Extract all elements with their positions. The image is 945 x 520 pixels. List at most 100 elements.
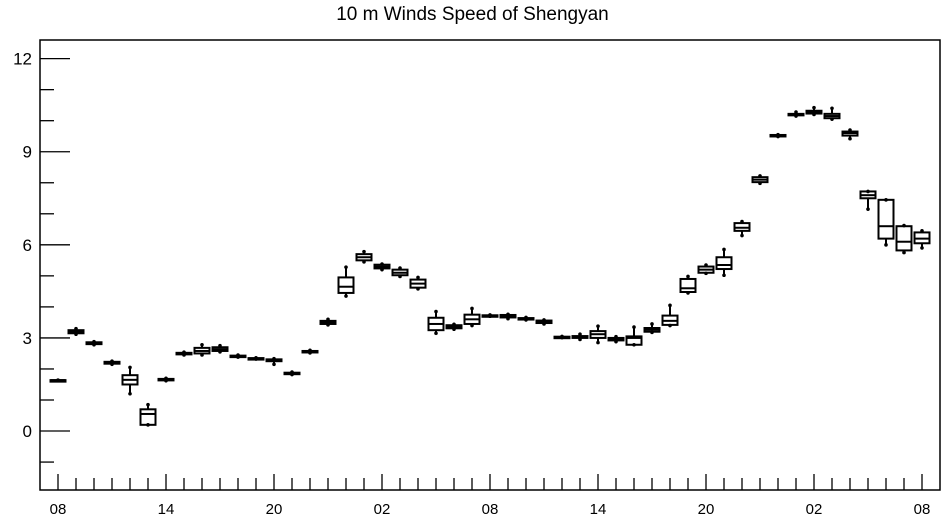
box-max-point — [830, 106, 834, 111]
box-min-point — [164, 378, 168, 383]
box-min-point — [470, 323, 474, 328]
box-iqr — [337, 276, 355, 294]
box-min-point — [92, 342, 96, 347]
box-min-point — [758, 181, 762, 186]
box-iqr — [877, 198, 895, 240]
box-min-point — [128, 391, 132, 396]
box-max-point — [650, 322, 654, 326]
box-item — [913, 229, 931, 250]
box-item — [661, 303, 679, 328]
box-min-point — [560, 335, 564, 340]
x-tick-label: 20 — [698, 501, 715, 518]
box-item — [841, 128, 859, 141]
box-item — [121, 365, 139, 396]
box-item — [697, 263, 715, 276]
box-item — [211, 343, 229, 354]
box-min-point — [362, 260, 366, 264]
x-tick-label: 08 — [482, 501, 499, 518]
box-item — [679, 274, 697, 295]
box-max-point — [434, 309, 438, 314]
box-min-point — [632, 342, 636, 347]
x-tick-label: 08 — [914, 501, 931, 518]
box-iqr — [679, 277, 697, 293]
box-max-point — [110, 359, 114, 364]
box-min-point — [272, 362, 276, 367]
box-max-point — [614, 334, 618, 339]
box-item — [499, 312, 517, 321]
box-max-point — [542, 318, 546, 322]
box-min-point — [776, 134, 780, 139]
boxes-layer — [49, 105, 931, 427]
box-item — [427, 309, 445, 336]
box-min-point — [686, 291, 690, 295]
box-max-point — [416, 275, 420, 280]
box-min-point — [740, 233, 744, 238]
box-max-point — [362, 249, 366, 254]
box-max-point — [812, 105, 816, 110]
box-max-point — [524, 315, 528, 320]
y-tick-label: 12 — [13, 50, 32, 69]
box-min-point — [290, 372, 294, 377]
box-max-point — [344, 265, 348, 269]
box-item — [67, 326, 85, 337]
box-max-point — [722, 247, 726, 252]
box-item — [409, 275, 427, 291]
box-min-point — [668, 323, 672, 328]
box-item — [391, 266, 409, 279]
box-item — [463, 306, 481, 328]
box-max-point — [92, 339, 96, 344]
box-item — [175, 350, 193, 357]
box-item — [157, 376, 175, 383]
box-max-point — [686, 274, 690, 279]
box-max-point — [506, 312, 510, 317]
y-tick-label: 9 — [23, 143, 32, 162]
box-min-point — [308, 351, 312, 355]
box-item — [751, 174, 769, 186]
box-item — [859, 189, 877, 211]
box-max-point — [164, 376, 168, 381]
box-min-point — [218, 350, 222, 354]
box-item — [517, 315, 535, 322]
box-max-point — [902, 223, 906, 228]
box-min-point — [254, 357, 258, 361]
box-min-point — [884, 243, 888, 247]
box-item — [373, 262, 391, 272]
box-max-point — [794, 110, 798, 114]
box-item — [895, 223, 913, 255]
box-max-point — [182, 350, 186, 355]
x-tick-label: 20 — [266, 501, 283, 518]
box-item — [481, 313, 499, 319]
box-min-point — [416, 287, 420, 291]
box-item — [49, 378, 67, 383]
y-tick-label: 0 — [23, 422, 32, 441]
box-item — [103, 359, 121, 367]
box-item — [355, 249, 373, 264]
box-item — [139, 402, 157, 427]
box-item — [823, 106, 841, 121]
box-item — [643, 322, 661, 335]
box-max-point — [668, 303, 672, 308]
box-max-point — [218, 343, 222, 348]
box-item — [337, 265, 355, 298]
box-min-point — [830, 117, 834, 121]
box-max-point — [704, 263, 708, 267]
box-item — [301, 348, 319, 355]
box-max-point — [128, 365, 132, 370]
box-min-point — [326, 323, 330, 327]
box-min-point — [110, 362, 114, 367]
box-iqr — [715, 256, 733, 271]
box-min-point — [920, 246, 924, 250]
box-item — [553, 334, 571, 340]
box-min-point — [200, 353, 204, 357]
box-max-point — [596, 324, 600, 328]
box-item — [445, 322, 463, 332]
box-min-point — [902, 250, 906, 255]
box-item — [607, 334, 625, 344]
box-max-point — [848, 128, 852, 132]
x-tick-label: 02 — [374, 501, 391, 518]
box-max-point — [146, 402, 150, 407]
box-max-point — [866, 189, 870, 194]
box-item — [535, 318, 553, 326]
box-max-point — [308, 348, 312, 353]
